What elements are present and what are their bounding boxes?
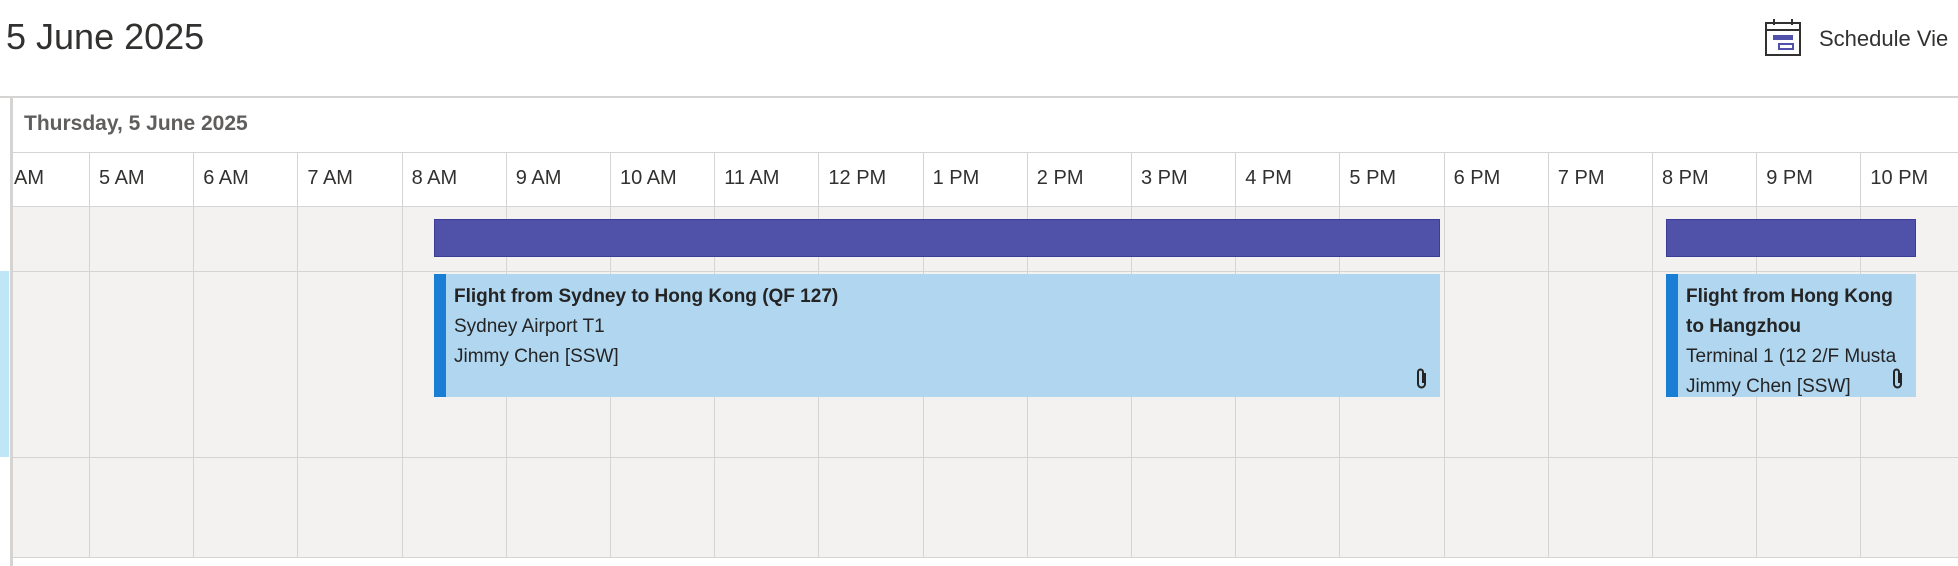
hour-label: 5 PM <box>1349 167 1397 189</box>
row-line <box>10 152 1958 153</box>
attachment-icon <box>1417 368 1426 389</box>
divider <box>0 96 1958 98</box>
row-line <box>10 271 1958 272</box>
hour-line <box>89 152 90 557</box>
hour-label: 6 AM <box>203 167 249 189</box>
event-sliver <box>0 271 9 457</box>
hour-label: 9 PM <box>1766 167 1813 189</box>
event-title: Flight from Hong Kong to Hangzhou <box>1686 286 1893 337</box>
hour-label: 2 PM <box>1036 167 1084 189</box>
row-line <box>10 557 1958 558</box>
hour-label: 11 AM <box>724 167 780 189</box>
attachment-icon <box>1893 368 1902 389</box>
row-line <box>10 206 1958 207</box>
event-location: Sydney Airport T1 <box>454 316 605 337</box>
event-card[interactable]: Flight from Sydney to Hong Kong (QF 127)… <box>434 274 1440 397</box>
event-attendee: Jimmy Chen [SSW] <box>1686 376 1851 397</box>
event-bar[interactable] <box>1666 219 1916 257</box>
hour-line <box>297 152 299 557</box>
hour-line <box>1652 152 1653 557</box>
hour-label: 5 AM <box>99 167 145 189</box>
schedule-icon[interactable] <box>1764 18 1802 58</box>
hour-line <box>401 152 403 557</box>
day-label: Thursday, 5 June 2025 <box>24 112 248 135</box>
event-card[interactable]: Flight from Hong Kong to Hangzhou Termin… <box>1666 274 1916 397</box>
hour-label: 6 PM <box>1453 167 1501 189</box>
hour-label: 3 PM <box>1141 167 1188 189</box>
event-location: Terminal 1 (12 2/F Musta <box>1686 346 1897 367</box>
hour-label: 1 PM <box>932 167 980 189</box>
hour-label: AM <box>14 167 44 189</box>
event-bar[interactable] <box>434 219 1440 257</box>
hour-label: 10 PM <box>1870 167 1929 189</box>
hour-label: 9 AM <box>515 167 562 189</box>
hour-label: 8 PM <box>1662 167 1709 189</box>
hour-label: 8 AM <box>411 167 458 189</box>
hour-label: 7 PM <box>1557 167 1605 189</box>
row-line <box>10 457 1958 458</box>
hour-label: 12 PM <box>828 167 887 189</box>
hour-label: 7 AM <box>307 167 353 189</box>
hour-line <box>193 152 195 557</box>
view-label[interactable]: Schedule Vie <box>1819 26 1949 51</box>
hour-label: 4 PM <box>1245 167 1292 189</box>
hour-line <box>1443 152 1445 557</box>
hour-line <box>1547 152 1549 557</box>
event-attendee: Jimmy Chen [SSW] <box>454 346 619 367</box>
hour-label: 10 AM <box>620 167 677 189</box>
event-title: Flight from Sydney to Hong Kong (QF 127) <box>454 286 839 307</box>
date-title: 5 June 2025 <box>6 16 205 57</box>
left-border <box>10 96 13 566</box>
